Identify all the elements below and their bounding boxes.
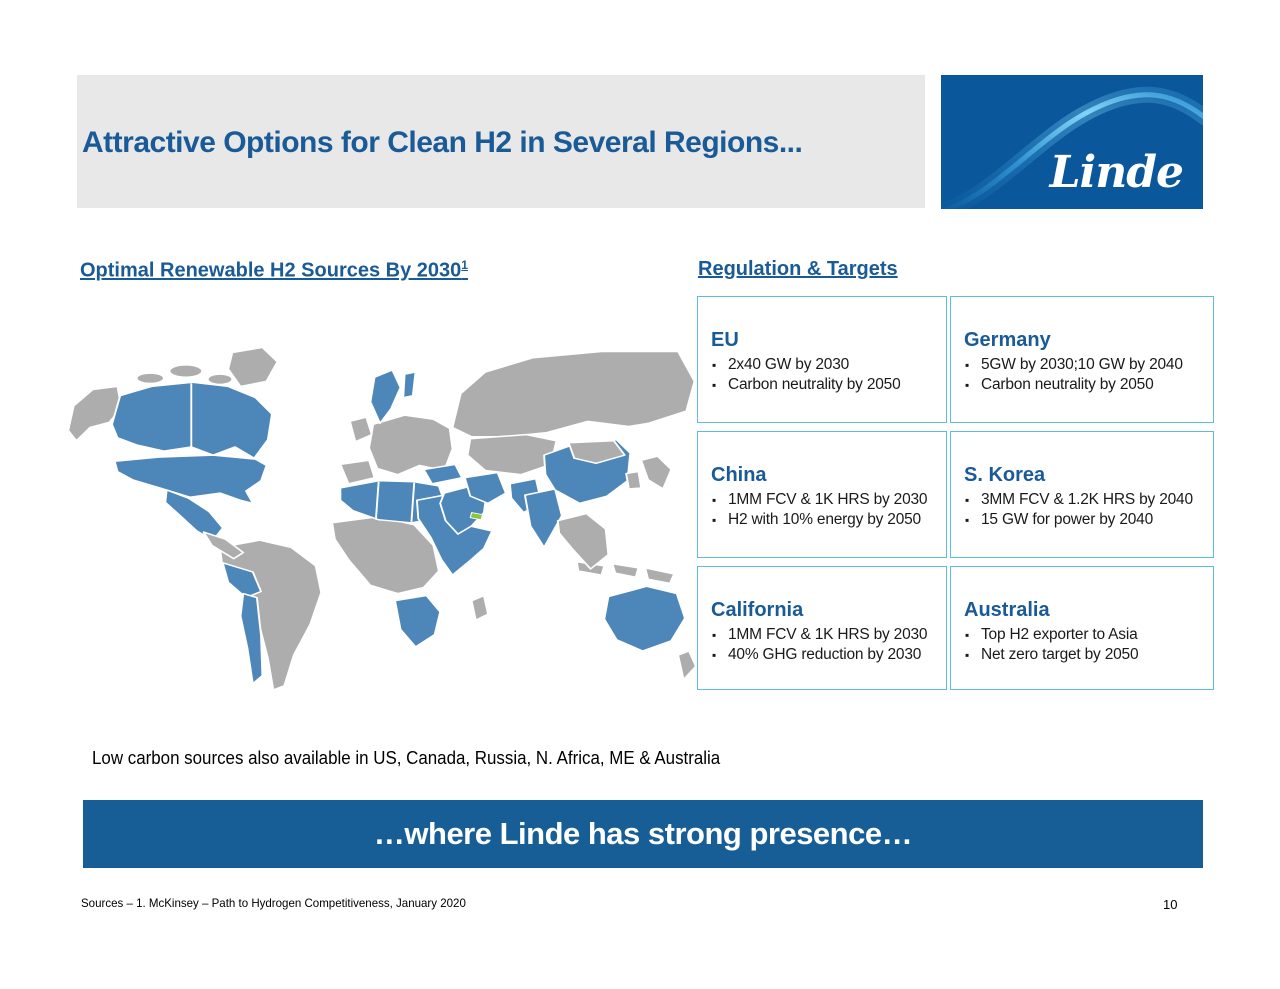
map-region-russia <box>451 350 696 438</box>
map-region-mexico <box>164 489 224 541</box>
bullet-list: 1MM FCV & 1K HRS by 2030 H2 with 10% ene… <box>711 490 938 530</box>
map-region-south-america <box>219 539 323 691</box>
bullet-list: 1MM FCV & 1K HRS by 2030 40% GHG reducti… <box>711 625 938 665</box>
map-region-arctic-1 <box>135 372 165 385</box>
map-region-chile <box>239 592 264 685</box>
box-title: California <box>711 599 804 621</box>
map-region-europe <box>368 414 454 476</box>
map-region-arctic-3 <box>206 373 234 386</box>
regulation-box-s-korea: S. Korea 3MM FCV & 1.2K HRS by 2040 15 G… <box>950 431 1214 558</box>
map-region-japan <box>640 455 673 490</box>
map-region-turkey <box>422 463 464 485</box>
map-region-mongolia <box>567 440 626 465</box>
map-region-se-asia <box>556 512 610 570</box>
map-border-line-1 <box>374 481 380 520</box>
bullet-item: H2 with 10% energy by 2050 <box>711 510 938 530</box>
map-border-line-2 <box>410 482 416 522</box>
box-title: Germany <box>964 329 1051 351</box>
bullet-item: 15 GW for power by 2040 <box>964 510 1205 530</box>
bullet-list: Top H2 exporter to Asia Net zero target … <box>964 625 1205 665</box>
map-region-arctic-2 <box>168 364 204 378</box>
bullet-item: 3MM FCV & 1.2K HRS by 2040 <box>964 490 1205 510</box>
header-band <box>77 75 925 208</box>
left-heading-text: Optimal Renewable H2 Sources By 2030 <box>80 259 462 282</box>
logo-swoosh-icon <box>941 86 1203 209</box>
box-title: Australia <box>964 599 1050 621</box>
map-region-india <box>523 488 563 549</box>
bullet-item: 40% GHG reduction by 2030 <box>711 645 938 665</box>
world-map <box>60 328 700 693</box>
map-region-indonesia-2 <box>611 563 640 578</box>
footer-sources: Sources – 1. McKinsey – Path to Hydrogen… <box>81 896 466 910</box>
left-heading: Optimal Renewable H2 Sources By 20301 <box>80 258 468 283</box>
bullet-item: 5GW by 2030;10 GW by 2040 <box>964 355 1205 375</box>
heading-superscript: 1 <box>461 258 468 272</box>
box-title: S. Korea <box>964 464 1046 486</box>
bullet-item: 1MM FCV & 1K HRS by 2030 <box>711 490 938 510</box>
box-title: China <box>711 464 767 486</box>
presence-banner: …where Linde has strong presence… <box>83 800 1203 868</box>
bullet-list: 3MM FCV & 1.2K HRS by 2040 15 GW for pow… <box>964 490 1205 530</box>
map-region-iberia <box>339 459 376 485</box>
bullet-list: 5GW by 2030;10 GW by 2040 Carbon neutral… <box>964 355 1205 395</box>
map-region-central-asia <box>466 433 558 476</box>
regulation-box-germany: Germany 5GW by 2030;10 GW by 2040 Carbon… <box>950 296 1214 423</box>
bullet-item: 1MM FCV & 1K HRS by 2030 <box>711 625 938 645</box>
regulation-box-australia: Australia Top H2 exporter to Asia Net ze… <box>950 566 1214 690</box>
map-region-central-america <box>202 531 245 560</box>
page-number: 10 <box>1163 897 1178 912</box>
regulation-heading: Regulation & Targets <box>698 258 898 280</box>
linde-logo: Linde <box>941 75 1203 209</box>
bullet-list: 2x40 GW by 2030 Carbon neutrality by 205… <box>711 355 938 395</box>
bullet-item: Carbon neutrality by 2050 <box>964 375 1205 395</box>
bullet-item: Top H2 exporter to Asia <box>964 625 1205 645</box>
regulation-box-california: California 1MM FCV & 1K HRS by 2030 40% … <box>697 566 947 690</box>
map-region-southern-africa <box>394 594 442 648</box>
map-region-alaska <box>67 385 123 442</box>
map-region-usa <box>113 454 268 505</box>
map-region-norway <box>369 369 402 425</box>
map-region-iran <box>463 471 507 505</box>
map-region-uae <box>469 512 484 521</box>
availability-note: Low carbon sources also available in US,… <box>92 748 721 768</box>
map-region-new-zealand <box>677 650 697 681</box>
map-region-uk <box>348 416 373 443</box>
map-region-greenland <box>227 346 279 388</box>
map-region-west-africa <box>331 515 440 595</box>
map-region-norway-2 <box>402 371 417 399</box>
map-region-indonesia-3 <box>644 567 675 585</box>
bullet-item: Net zero target by 2050 <box>964 645 1205 665</box>
page-title: Attractive Options for Clean H2 in Sever… <box>82 126 803 159</box>
logo-wordmark: Linde <box>1049 147 1184 198</box>
regulation-box-china: China 1MM FCV & 1K HRS by 2030 H2 with 1… <box>697 431 947 558</box>
box-title: EU <box>711 329 739 351</box>
map-region-korea <box>625 470 643 490</box>
bullet-item: 2x40 GW by 2030 <box>711 355 938 375</box>
bullet-item: Carbon neutrality by 2050 <box>711 375 938 395</box>
map-region-madagascar <box>470 594 489 621</box>
map-region-australia <box>603 585 686 652</box>
map-region-peru <box>221 562 262 599</box>
regulation-box-eu: EU 2x40 GW by 2030 Carbon neutrality by … <box>697 296 947 423</box>
